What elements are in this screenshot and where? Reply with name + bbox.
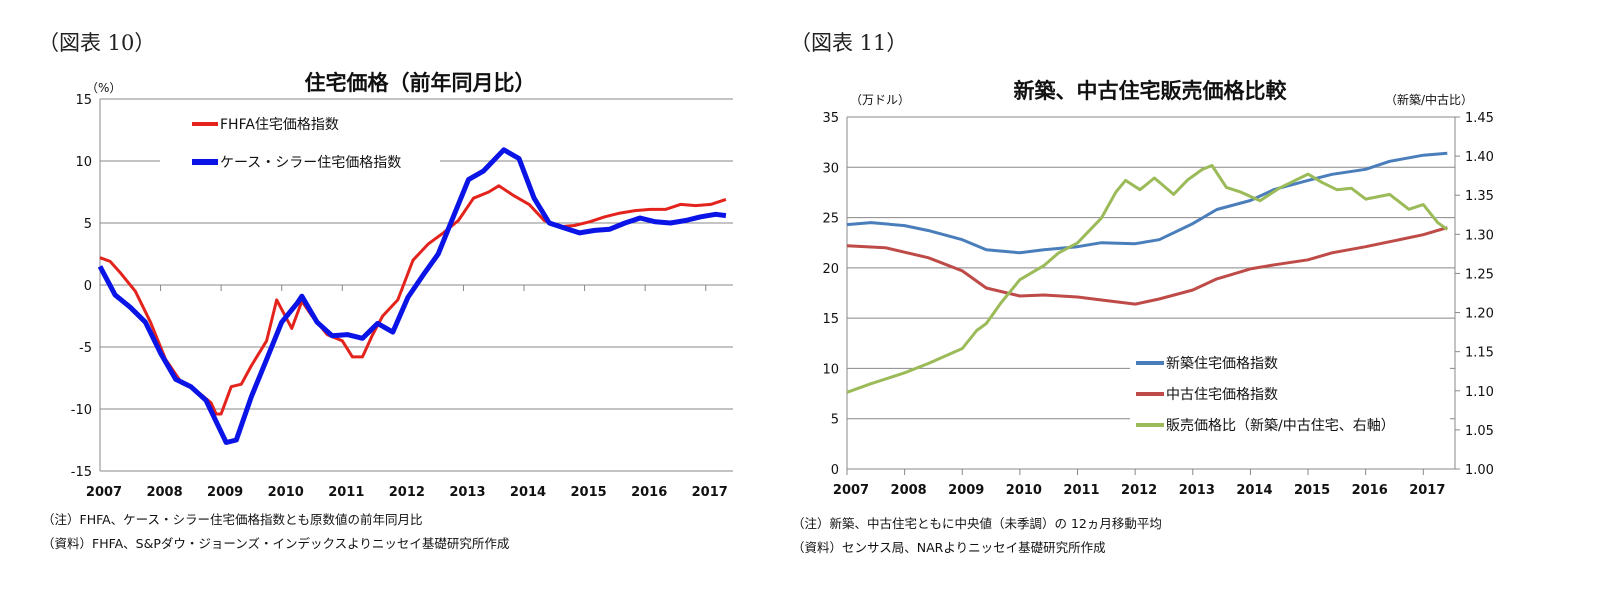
legend-label: FHFA住宅価格指数 (220, 117, 339, 133)
x-tick-label: 2010 (1006, 483, 1042, 498)
y-tick-label: -10 (71, 403, 92, 418)
y-tick-label: 25 (822, 212, 839, 227)
x-tick-label: 2015 (1294, 483, 1330, 498)
series-line-1 (846, 151, 1448, 255)
figure-11-label: （図表 11） (790, 31, 907, 55)
y-tick-label: 20 (822, 262, 839, 277)
chart1-title: 住宅価格（前年同月比） (305, 71, 536, 95)
y2-tick-label: 1.05 (1465, 424, 1494, 439)
x-tick-label: 2007 (86, 485, 122, 500)
y2-tick-label: 1.45 (1465, 111, 1494, 126)
y2-tick-label: 1.10 (1465, 385, 1494, 400)
y-tick-label: 35 (822, 111, 839, 126)
chart1-source: （資料）FHFA、S&Pダウ・ジョーンズ・インデックスよりニッセイ基礎研究所作成 (42, 536, 509, 551)
x-tick-label: 2008 (891, 483, 927, 498)
y2-tick-label: 1.25 (1465, 267, 1494, 282)
figure-10-label: （図表 10） (38, 31, 155, 55)
x-tick-label: 2016 (1352, 483, 1388, 498)
chart1-plot: 15 10 5 0 -5 -10 -15 2007 2008 2009 2010 2011 2012 20… (71, 93, 733, 500)
y2-tick-label: 1.15 (1465, 346, 1494, 361)
x-tick-label: 2007 (833, 483, 869, 498)
y2-tick-label: 1.00 (1465, 463, 1494, 478)
x-tick-label: 2008 (146, 485, 182, 500)
x-tick-label: 2009 (207, 485, 243, 500)
x-tick-label: 2011 (328, 485, 364, 500)
y-tick-label: 30 (822, 161, 839, 176)
y-tick-label: -15 (71, 465, 92, 480)
x-tick-label: 2010 (268, 485, 304, 500)
chart1-ylabel: （%） (86, 81, 121, 95)
x-tick-label: 2011 (1063, 483, 1099, 498)
legend-label: 新築住宅価格指数 (1166, 356, 1278, 372)
legend-label: 中古住宅価格指数 (1166, 387, 1278, 403)
series-line-2 (846, 226, 1448, 306)
y-tick-label: 15 (75, 93, 92, 108)
x-tick-label: 2014 (510, 485, 546, 500)
y-tick-label: 10 (822, 362, 839, 377)
y2-tick-label: 1.35 (1465, 189, 1494, 204)
x-tick-label: 2009 (948, 483, 984, 498)
chart2-source: （資料）センサス局、NARよりニッセイ基礎研究所作成 (792, 540, 1106, 555)
x-tick-label: 2017 (692, 485, 728, 500)
y2-tick-label: 1.40 (1465, 150, 1494, 165)
x-tick-label: 2013 (1179, 483, 1215, 498)
chart2-plot: 353025201510501.451.401.351.301.251.201.… (822, 111, 1494, 498)
y-tick-label: 0 (84, 279, 92, 294)
chart1-note: （注）FHFA、ケース・シラー住宅価格指数とも原数値の前年同月比 (42, 512, 423, 527)
y2-tick-label: 1.30 (1465, 228, 1494, 243)
x-tick-label: 2016 (631, 485, 667, 500)
x-tick-label: 2013 (449, 485, 485, 500)
legend-label: 販売価格比（新築/中古住宅、右軸） (1166, 418, 1395, 434)
y-tick-label: 5 (831, 413, 839, 428)
legend-label: ケース・シラー住宅価格指数 (220, 155, 401, 171)
x-tick-label: 2017 (1409, 483, 1445, 498)
y-tick-label: -5 (79, 341, 92, 356)
y-tick-label: 10 (75, 155, 92, 170)
x-tick-label: 2015 (570, 485, 606, 500)
x-tick-label: 2012 (1121, 483, 1157, 498)
y2-tick-label: 1.20 (1465, 307, 1494, 322)
x-tick-label: 2014 (1236, 483, 1272, 498)
legend-background (1130, 345, 1450, 448)
y-tick-label: 5 (84, 217, 92, 232)
series-line-2 (97, 147, 727, 445)
y-tick-label: 0 (831, 463, 839, 478)
chart2-ylabel: （万ドル） (850, 93, 910, 107)
chart2-y2label: （新築/中古比） (1385, 92, 1473, 107)
y-tick-label: 15 (822, 312, 839, 327)
x-tick-label: 2012 (389, 485, 425, 500)
series-line-3 (846, 164, 1449, 394)
chart2-title: 新築、中古住宅販売価格比較 (1014, 79, 1288, 103)
chart2-note: （注）新築、中古住宅ともに中央値（未季調）の 12ヵ月移動平均 (792, 516, 1162, 531)
